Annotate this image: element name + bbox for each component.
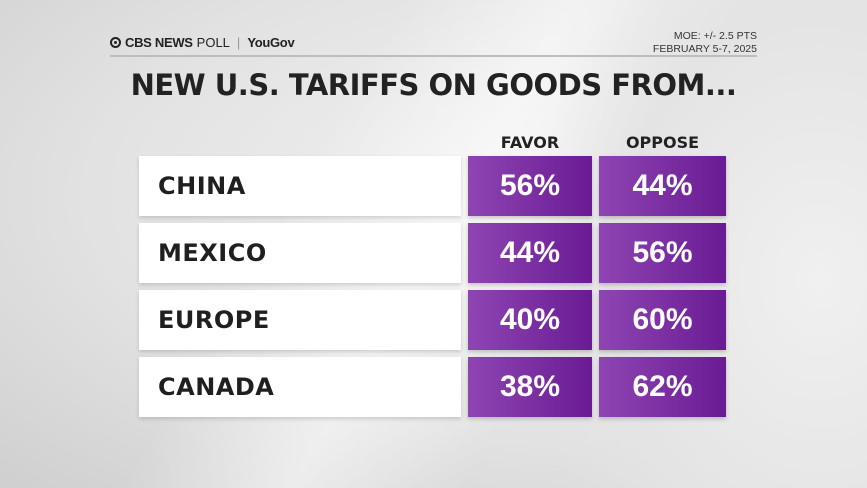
row-label-box: CANADA <box>139 357 461 417</box>
margin-of-error: MOE: +/- 2.5 PTS <box>673 30 757 42</box>
row-label-box: MEXICO <box>139 223 461 283</box>
partner-logo: YouGov <box>247 35 295 50</box>
row-label: CHINA <box>158 172 246 200</box>
row-label: CANADA <box>158 373 275 401</box>
oppose-cell: 56% <box>599 223 726 283</box>
table-row: MEXICO 44% 56% <box>139 223 726 283</box>
poll-dates: FEBRUARY 5-7, 2025 <box>652 43 757 55</box>
column-header-oppose: OPPOSE <box>625 133 700 152</box>
header-rule <box>110 55 757 57</box>
row-label: EUROPE <box>158 306 270 334</box>
favor-cell: 40% <box>468 290 592 350</box>
row-label-box: EUROPE <box>139 290 461 350</box>
brand-name: CBS NEWS <box>125 35 193 50</box>
chart-title: NEW U.S. TARIFFS ON GOODS FROM... <box>130 68 737 102</box>
poll-meta: MOE: +/- 2.5 PTS FEBRUARY 5-7, 2025 <box>653 30 757 56</box>
poll-label: POLL <box>196 35 230 50</box>
table-row: CHINA 56% 44% <box>139 156 726 216</box>
divider: | <box>236 35 241 50</box>
oppose-cell: 62% <box>599 357 726 417</box>
oppose-cell: 60% <box>599 290 726 350</box>
oppose-cell: 44% <box>599 156 726 216</box>
table-row: CANADA 38% 62% <box>139 357 726 417</box>
favor-cell: 44% <box>468 223 592 283</box>
cbs-news-poll-logo: CBS NEWS POLL | YouGov <box>110 35 295 50</box>
favor-cell: 38% <box>468 357 592 417</box>
cbs-eye-icon <box>110 37 121 48</box>
table-row: EUROPE 40% 60% <box>139 290 726 350</box>
row-label-box: CHINA <box>139 156 461 216</box>
favor-cell: 56% <box>468 156 592 216</box>
column-header-favor: FAVOR <box>500 133 560 152</box>
row-label: MEXICO <box>158 239 267 267</box>
